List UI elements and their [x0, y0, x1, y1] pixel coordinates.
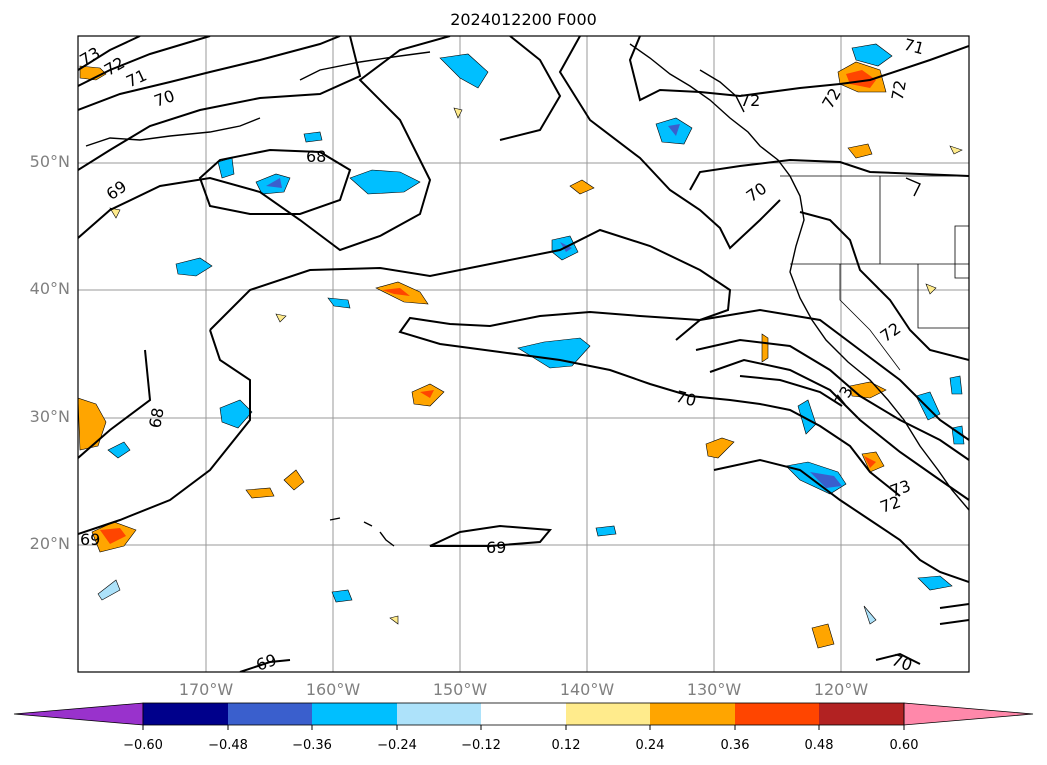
contour-label: 72: [740, 91, 760, 110]
map-title: 2024012200 F000: [450, 10, 597, 29]
contour-label: 71: [902, 35, 927, 59]
colorbar-segment: [312, 703, 397, 725]
lat-label: 50°N: [29, 152, 70, 171]
lon-label: 140°W: [559, 680, 615, 699]
lat-label: 20°N: [29, 534, 70, 553]
colorbar-segment: [735, 703, 819, 725]
borders: [780, 175, 969, 371]
contour-label: 69: [80, 530, 100, 549]
contour-label: 72: [888, 79, 910, 102]
contour-lines: [78, 36, 969, 672]
lon-label: 120°W: [813, 680, 869, 699]
colorbar-tick-label: 0.48: [804, 738, 834, 753]
contour-label: 69: [254, 650, 280, 675]
colorbar: [13, 702, 1034, 730]
colorbar-segment: [481, 703, 566, 725]
colorbar-tick-label: −0.12: [461, 738, 501, 753]
colorbar-tick-label: −0.24: [377, 738, 417, 753]
lon-label: 150°W: [432, 680, 488, 699]
colorbar-tick-label: −0.60: [123, 738, 163, 753]
colorbar-tick-label: −0.36: [292, 738, 332, 753]
contour-label: 70: [889, 650, 915, 675]
colorbar-frame: [142, 702, 905, 726]
contour-label: 70: [674, 387, 699, 411]
colorbar-segment: [819, 703, 904, 725]
coastlines: [85, 43, 969, 547]
lon-label: 160°W: [305, 680, 361, 699]
colorbar-segment: [566, 703, 650, 725]
colorbar-segment: [650, 703, 735, 725]
colorbar-tick-label: 0.12: [551, 738, 581, 753]
map-background: [78, 36, 969, 672]
colorbar-segment: [143, 703, 228, 725]
lat-label: 30°N: [29, 407, 70, 426]
anomaly-shading: [78, 43, 965, 649]
colorbar-tick-label: 0.24: [635, 738, 665, 753]
lon-label: 170°W: [178, 680, 234, 699]
contour-label: 69: [486, 538, 506, 557]
colorbar-segment: [228, 703, 312, 725]
map-frame: [77, 35, 970, 673]
contour-label: 68: [306, 147, 326, 166]
colorbar-extend-high: [903, 702, 1034, 726]
colorbar-segment: [397, 703, 481, 725]
lon-label: 130°W: [686, 680, 742, 699]
colorbar-extend-low: [13, 702, 144, 726]
colorbar-tick-label: −0.48: [208, 738, 248, 753]
colorbar-tick-label: 0.60: [889, 738, 919, 753]
colorbar-tick-label: 0.36: [720, 738, 750, 753]
colorbar-ticks: [142, 725, 905, 730]
contour-label: 68: [145, 406, 167, 429]
lat-label: 40°N: [29, 279, 70, 298]
